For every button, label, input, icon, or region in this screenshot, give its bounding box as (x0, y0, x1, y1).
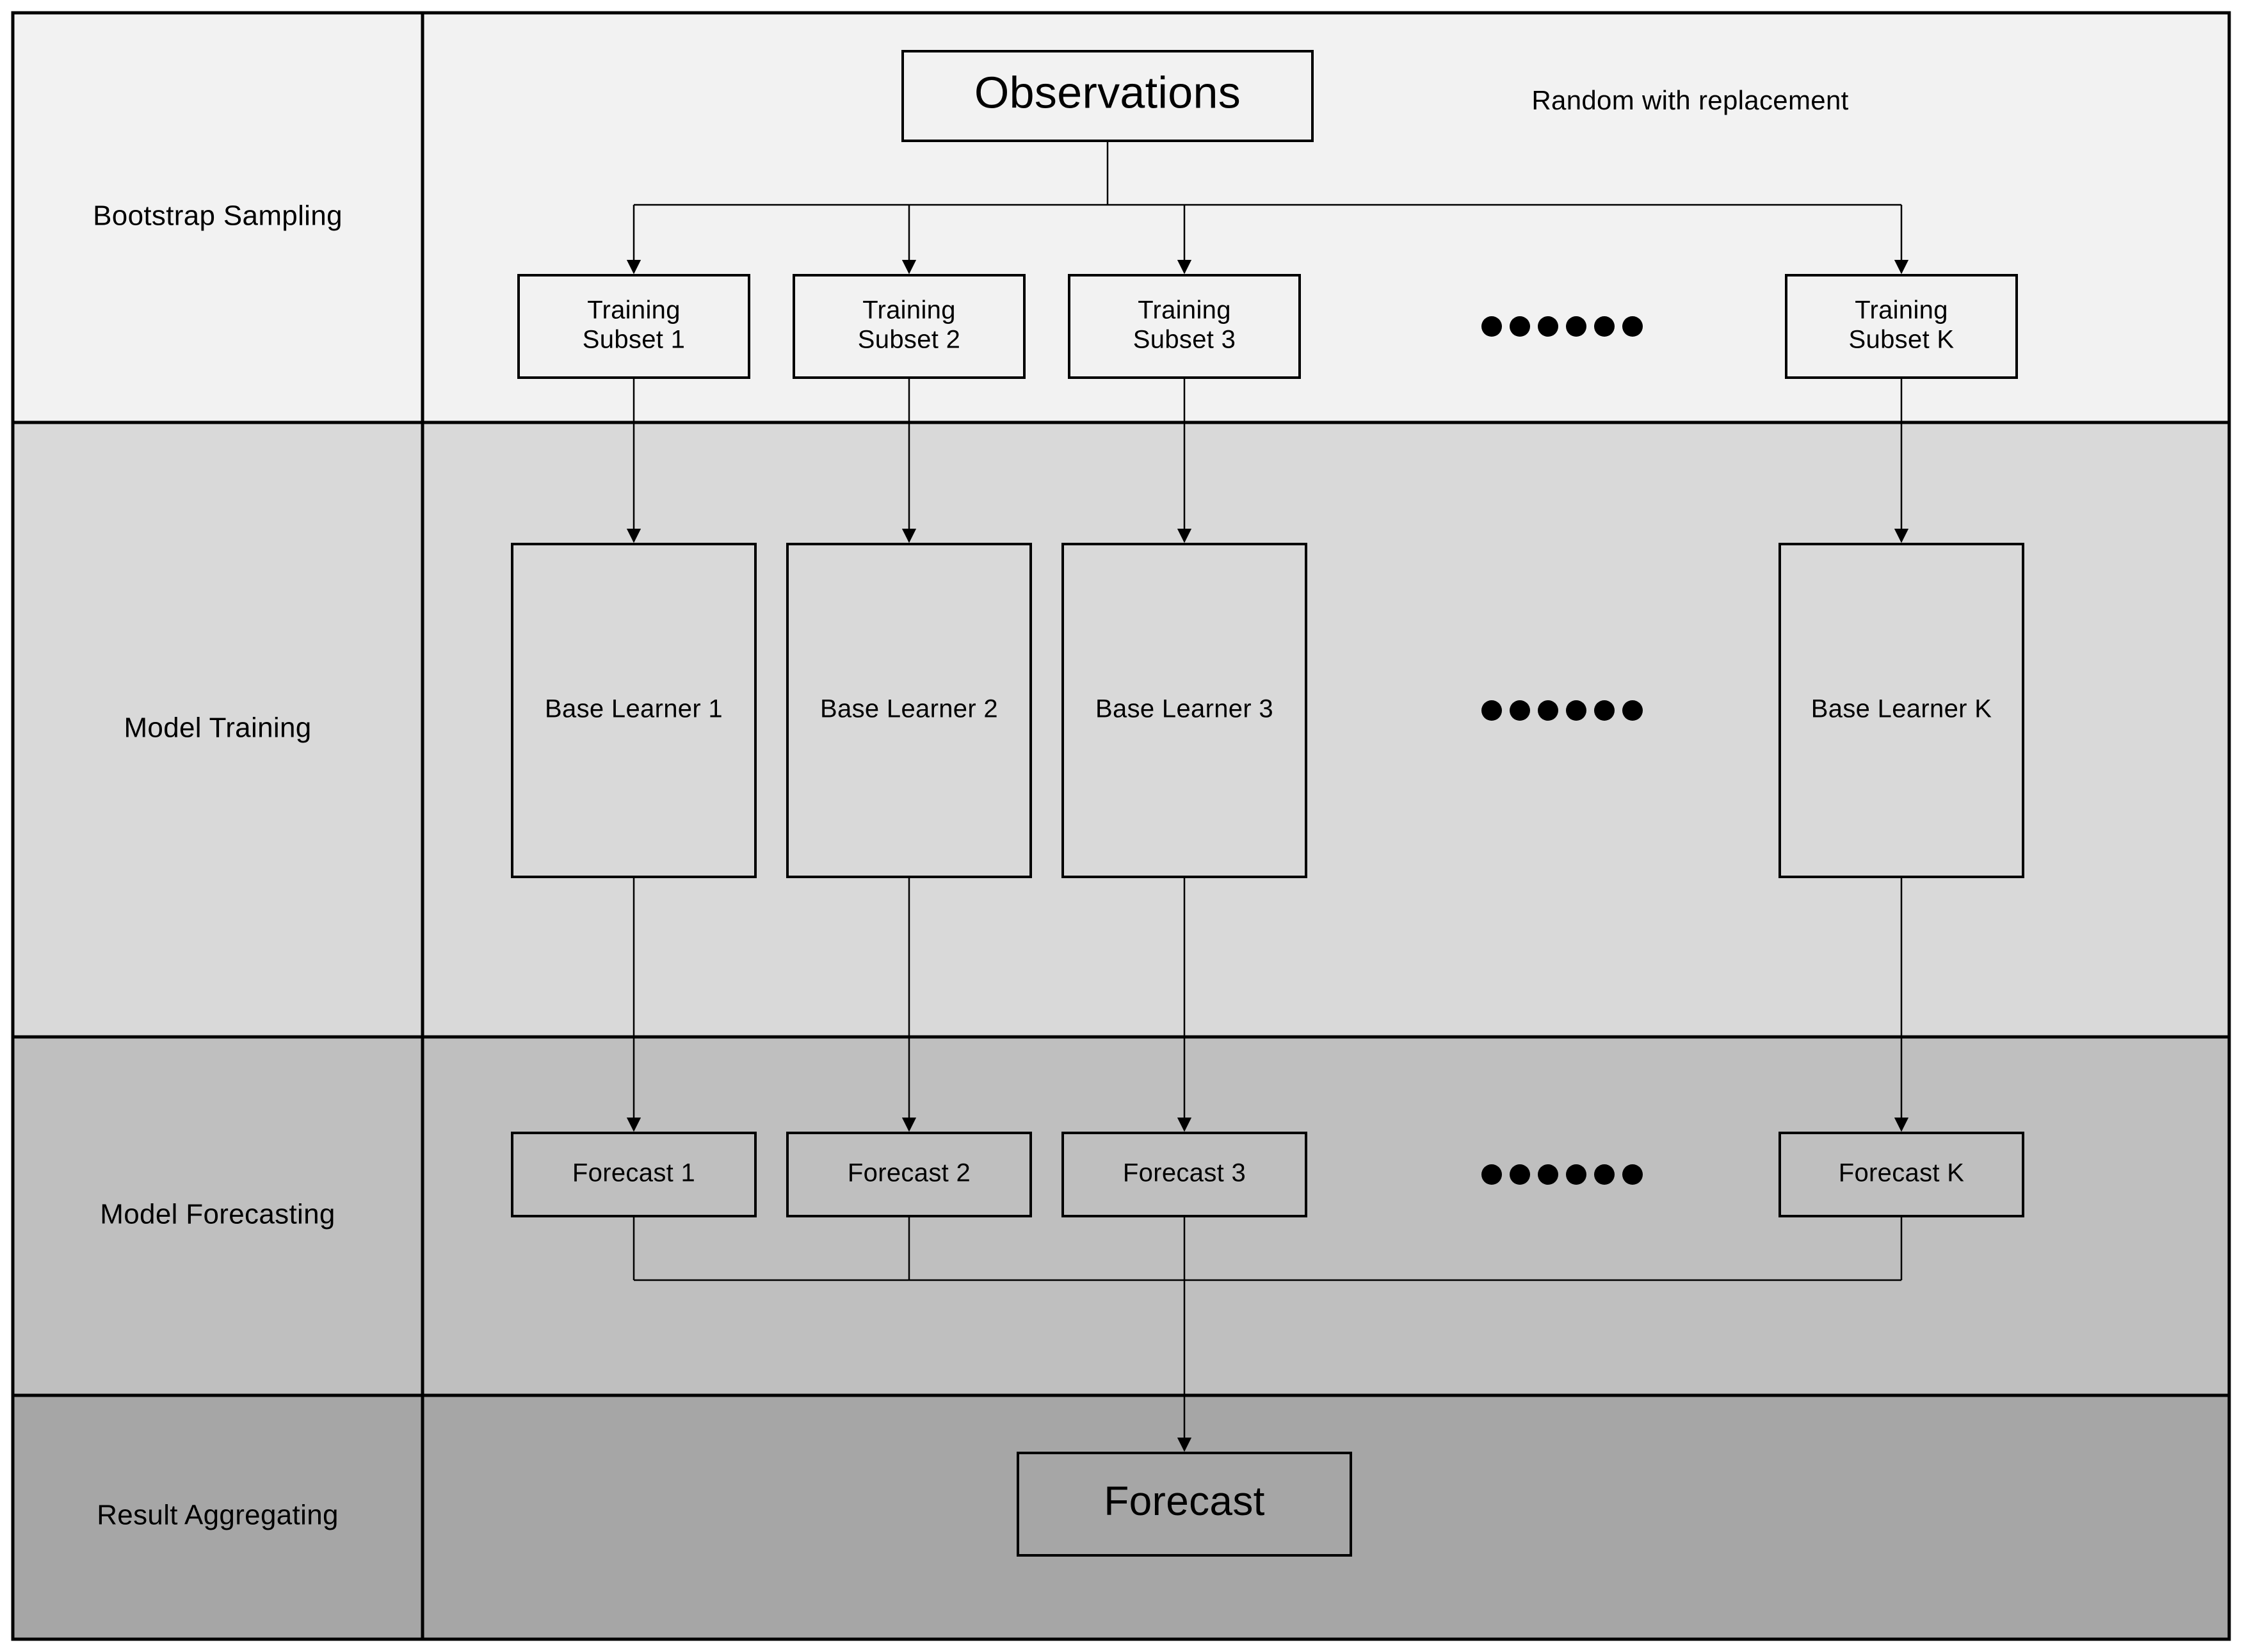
svg-text:Forecast 3: Forecast 3 (1123, 1159, 1246, 1187)
svg-text:Forecast 2: Forecast 2 (848, 1159, 971, 1187)
svg-text:Forecast: Forecast (1104, 1478, 1265, 1524)
svg-text:Random with replacement: Random with replacement (1531, 85, 1848, 115)
svg-text:Base Learner 2: Base Learner 2 (820, 695, 998, 723)
svg-text:Base Learner 3: Base Learner 3 (1095, 695, 1273, 723)
svg-text:Subset K: Subset K (1849, 326, 1955, 354)
svg-text:Training: Training (862, 296, 956, 325)
svg-text:Training: Training (1138, 296, 1231, 325)
svg-text:Training: Training (1855, 296, 1948, 325)
svg-text:Base Learner 1: Base Learner 1 (545, 695, 723, 723)
svg-text:Base Learner K: Base Learner K (1811, 695, 1992, 723)
svg-text:Subset 3: Subset 3 (1133, 326, 1236, 354)
svg-text:Bootstrap Sampling: Bootstrap Sampling (93, 200, 343, 232)
svg-text:Subset 2: Subset 2 (858, 326, 960, 354)
svg-text:Observations: Observations (974, 67, 1241, 117)
svg-text:Forecast K: Forecast K (1839, 1159, 1965, 1187)
bagging-diagram: Bootstrap Sampling Model Training Model Fo… (0, 0, 2242, 1652)
svg-text:Model Training: Model Training (124, 712, 311, 744)
svg-text:Training: Training (587, 296, 681, 325)
svg-text:Model Forecasting: Model Forecasting (100, 1199, 335, 1230)
svg-text:Subset 1: Subset 1 (583, 326, 685, 354)
svg-text:Result Aggregating: Result Aggregating (97, 1500, 339, 1531)
svg-text:Forecast 1: Forecast 1 (572, 1159, 695, 1187)
